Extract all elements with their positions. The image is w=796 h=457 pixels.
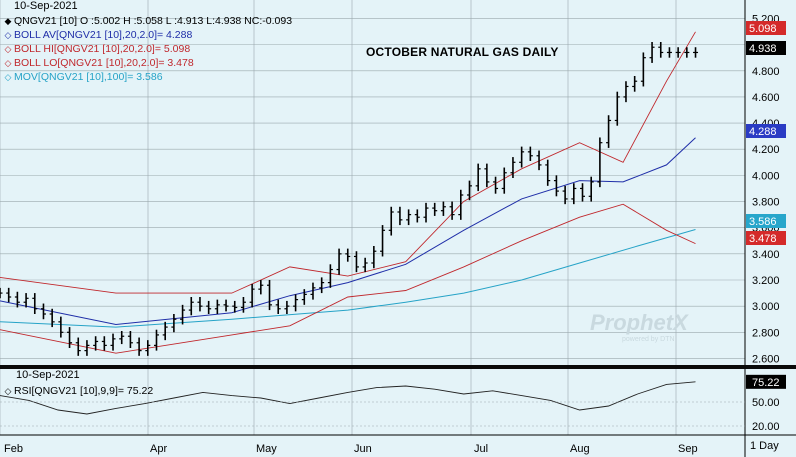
legend-text: QNGV21 [10] O :5.002 H :5.058 L :4.913 L… [14, 15, 293, 27]
x-tick-label: Sep [678, 443, 698, 455]
value-badge [746, 214, 786, 228]
series-layer [0, 31, 699, 356]
legend-item: ◇ BOLL LO[QNGV21 [10],20,2.0]= 3.478 [2, 56, 194, 70]
x-tick-label: May [256, 443, 277, 455]
period-label[interactable]: 1 Day [750, 440, 779, 452]
legend-item: ◇ MOV[QNGV21 [10],100]= 3.586 [2, 70, 163, 84]
watermark-logo: ProphetX [590, 310, 688, 335]
legend-text: BOLL LO[QNGV21 [10],20,2.0]= 3.478 [14, 57, 194, 69]
legend-marker-icon: ◇ [4, 30, 12, 40]
rsi-line [0, 381, 696, 415]
rsi-legend-text: RSI[QNGV21 [10],9,9]= 75.22 [14, 385, 154, 397]
x-tick-label: Jul [474, 443, 488, 455]
value-badge-label: 4.288 [749, 126, 777, 138]
x-tick-label: Jun [354, 443, 372, 455]
rsi-value-badge [746, 374, 786, 389]
watermark-sub: powered by DTN [622, 336, 675, 343]
legend-item: ◆ QNGV21 [10] O :5.002 H :5.058 L :4.913 … [2, 14, 293, 28]
legend-item: ◇ BOLL HI[QNGV21 [10],20,2.0]= 5.098 [2, 42, 191, 56]
rsi-legend-icon: ◇ [4, 386, 12, 396]
series-boll-av-line [0, 137, 696, 326]
legend-text: MOV[QNGV21 [10],100]= 3.586 [14, 71, 163, 83]
series-boll-hi-line [0, 31, 696, 294]
series-boll-lo-line [0, 203, 696, 354]
x-tick-label: Aug [570, 443, 590, 455]
legend-item: ◇ BOLL AV[QNGV21 [10],20,2.0]= 4.288 [2, 28, 193, 42]
legend-text: BOLL HI[QNGV21 [10],20,2.0]= 5.098 [14, 43, 191, 55]
value-badge [746, 21, 786, 35]
x-tick-label: Apr [150, 443, 167, 455]
legend-marker-icon: ◇ [4, 58, 12, 68]
rsi-legend: ◇ RSI[QNGV21 [10],9,9]= 75.22 [2, 384, 154, 398]
legend-marker-icon: ◆ [4, 16, 12, 26]
value-badge-label: 4.938 [749, 43, 777, 55]
rsi-layer: 75.22 50.00 20.00 [0, 374, 786, 433]
legend-text: BOLL AV[QNGV21 [10],20,2.0]= 4.288 [14, 29, 193, 41]
x-tick-label: Feb [4, 443, 23, 455]
rsi-tick-label: 50.00 [752, 397, 780, 409]
y-tick-label: 4.000 [752, 170, 780, 182]
value-badge-label: 5.098 [749, 23, 777, 35]
y-tick-label: 3.000 [752, 301, 780, 313]
y-tick-label: 2.600 [752, 353, 780, 365]
value-badge [746, 41, 786, 55]
y-tick-label: 4.600 [752, 92, 780, 104]
pane-separator [0, 365, 796, 369]
value-badge [746, 231, 786, 245]
period-box [746, 436, 796, 457]
y-tick-label: 3.200 [752, 275, 780, 287]
y-tick-label: 4.800 [752, 66, 780, 78]
rsi-value-badge-label: 75.22 [752, 377, 780, 389]
value-badge-label: 3.478 [749, 233, 777, 245]
badge-layer: 5.098 4.938 4.288 3.586 3.478 [746, 21, 786, 245]
y-tick-label: 2.800 [752, 327, 780, 339]
rsi-date: 10-Sep-2021 [16, 369, 80, 381]
legend-marker-icon: ◇ [4, 44, 12, 54]
chart-date: 10-Sep-2021 [14, 0, 78, 12]
y-tick-label: 4.200 [752, 144, 780, 156]
rsi-tick-label: 20.00 [752, 421, 780, 433]
chart-title: OCTOBER NATURAL GAS DAILY [366, 45, 559, 59]
value-badge-label: 3.586 [749, 216, 777, 228]
legend-marker-icon: ◇ [4, 72, 12, 82]
value-badge [746, 124, 786, 138]
grid-layer [0, 0, 745, 435]
y-tick-label: 3.800 [752, 197, 780, 209]
y-tick-label: 3.400 [752, 249, 780, 261]
